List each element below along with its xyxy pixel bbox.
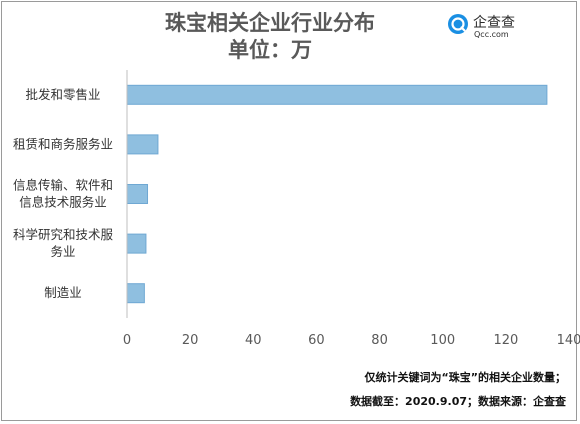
x-tick-label: 0 (123, 333, 131, 348)
footnote-scope: 仅统计关键词为“珠宝”的相关企业数量； (364, 371, 566, 384)
brand-domain: Qcc.com (474, 30, 509, 39)
category-labels: 批发和零售业租赁和商务服务业信息传输、软件和信息技术服务业科学研究和技术服务业制… (13, 87, 114, 300)
footnote-source: 数据截至：2020.9.07；数据来源：企查查 (350, 395, 566, 408)
bar (126, 134, 159, 155)
chart-subtitle: 单位：万 (228, 38, 312, 62)
bar (126, 233, 147, 254)
x-tick-label: 40 (245, 333, 262, 348)
x-tick-label: 140 (557, 333, 580, 348)
brand-logo: 企查查 Qcc.com (447, 10, 539, 40)
category-label: 科学研究和技术服务业 (13, 227, 114, 259)
bar (126, 84, 548, 105)
x-tick-label: 60 (308, 333, 325, 348)
x-tick-label: 80 (371, 333, 388, 348)
x-tick-label: 20 (182, 333, 199, 348)
chart-title: 珠宝相关企业行业分布 (165, 11, 375, 35)
x-tick-label: 100 (430, 333, 455, 348)
x-tick-label: 120 (493, 333, 518, 348)
bar (126, 283, 145, 304)
brand-name: 企查查 (473, 15, 515, 31)
bar (126, 184, 149, 204)
category-label: 制造业 (44, 285, 82, 300)
bars (126, 84, 548, 304)
category-label: 租赁和商务服务业 (13, 136, 113, 151)
category-label: 信息传输、软件和信息技术服务业 (13, 178, 113, 210)
qcc-logo-icon (448, 14, 468, 34)
category-label: 批发和零售业 (25, 87, 100, 102)
x-tick-labels: 0 20 40 60 80 100 120 140 (123, 333, 580, 348)
